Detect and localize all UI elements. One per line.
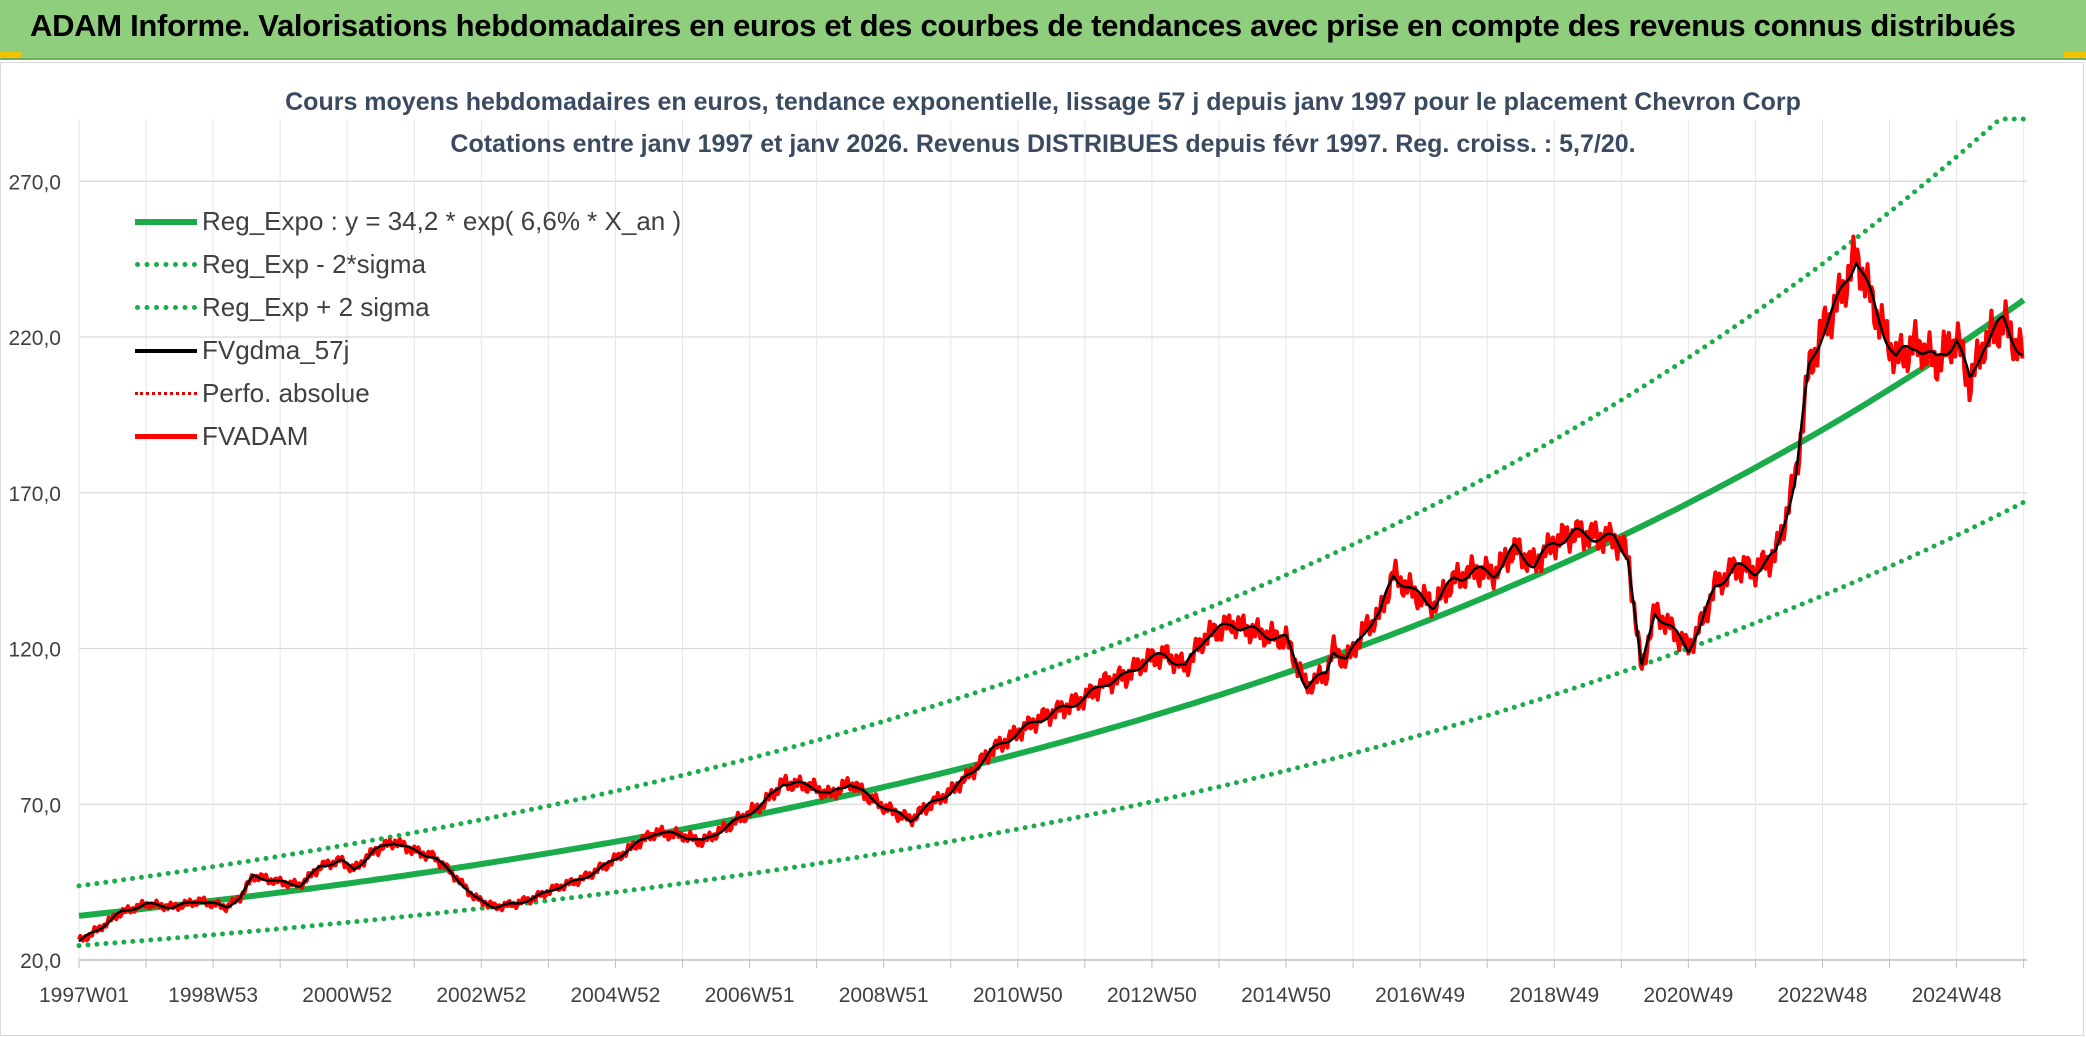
y-tick-label: 170,0 — [8, 483, 61, 506]
legend-swatch-reg-minus — [135, 262, 197, 267]
legend-label: Reg_Expo : y = 34,2 * exp( 6,6% * X_an ) — [202, 206, 682, 236]
x-tick-label: 2022W48 — [1778, 984, 1868, 1007]
x-tick-label: 2012W50 — [1107, 984, 1197, 1007]
x-tick-label: 2016W49 — [1375, 984, 1465, 1007]
chart-area: 20,0 70,0 120,0 170,0 220,0 270,0 1997W01 1998W… — [0, 62, 2084, 1036]
legend-item-perfo: Perfo. absolue — [135, 372, 681, 415]
x-tick-label: 2008W51 — [839, 984, 929, 1007]
x-tick-label: 1998W53 — [168, 984, 258, 1007]
line-chart: 20,0 70,0 120,0 170,0 220,0 270,0 1997W01 1998W… — [8, 116, 2027, 1007]
y-tick-label: 120,0 — [8, 639, 61, 662]
legend-item-reg-plus: Reg_Exp + 2 sigma — [135, 286, 681, 329]
legend-item-fvadam: FVADAM — [135, 415, 681, 458]
series-fvgdma-57j — [78, 261, 2023, 943]
legend-swatch-reg-plus — [135, 305, 197, 310]
chart-subtitle: Cotations entre janv 1997 et janv 2026. … — [450, 130, 1636, 158]
y-tick-label: 20,0 — [20, 950, 61, 973]
corner-marker-right — [2064, 52, 2086, 58]
x-tick-label: 2010W50 — [973, 984, 1063, 1007]
x-tick-label: 2020W49 — [1643, 984, 1733, 1007]
x-tick-label: 2024W48 — [1912, 984, 2002, 1007]
x-tick-label: 2006W51 — [705, 984, 795, 1007]
y-tick-label: 70,0 — [20, 794, 61, 817]
series-reg-exp-plus-2-sigma — [76, 116, 2027, 889]
legend-label: FVADAM — [202, 421, 309, 451]
series-reg-exp-minus-2-sigma — [76, 499, 2027, 949]
legend-label: Perfo. absolue — [202, 378, 370, 408]
legend-label: Reg_Exp - 2*sigma — [202, 249, 426, 279]
legend-item-reg-minus: Reg_Exp - 2*sigma — [135, 243, 681, 286]
report-title: ADAM Informe. Valorisations hebdomadaire… — [30, 8, 2016, 43]
legend-item-reg-expo: Reg_Expo : y = 34,2 * exp( 6,6% * X_an ) — [135, 200, 681, 243]
legend-swatch-perfo — [135, 392, 197, 395]
x-tick-label: 2018W49 — [1509, 984, 1599, 1007]
corner-marker-left — [0, 52, 22, 58]
legend-label: Reg_Exp + 2 sigma — [202, 292, 430, 322]
legend-swatch-fvgdma — [135, 348, 197, 353]
x-tick-label: 1997W01 — [39, 984, 129, 1007]
legend-label: FVgdma_57j — [202, 335, 350, 365]
chart-title: Cours moyens hebdomadaires en euros, ten… — [285, 88, 1801, 116]
legend-item-fvgdma: FVgdma_57j — [135, 329, 681, 372]
x-tick-label: 2002W52 — [436, 984, 526, 1007]
x-tick-label: 2000W52 — [302, 984, 392, 1007]
y-tick-label: 220,0 — [8, 327, 61, 350]
chart-legend: Reg_Expo : y = 34,2 * exp( 6,6% * X_an )… — [135, 200, 681, 458]
y-tick-label: 270,0 — [8, 171, 61, 194]
legend-swatch-reg-expo — [135, 218, 197, 225]
series-reg-expo — [78, 297, 2026, 919]
legend-swatch-fvadam — [135, 434, 197, 439]
report-banner: ADAM Informe. Valorisations hebdomadaire… — [0, 0, 2086, 60]
x-tick-label: 2014W50 — [1241, 984, 1331, 1007]
x-tick-label: 2004W52 — [571, 984, 661, 1007]
